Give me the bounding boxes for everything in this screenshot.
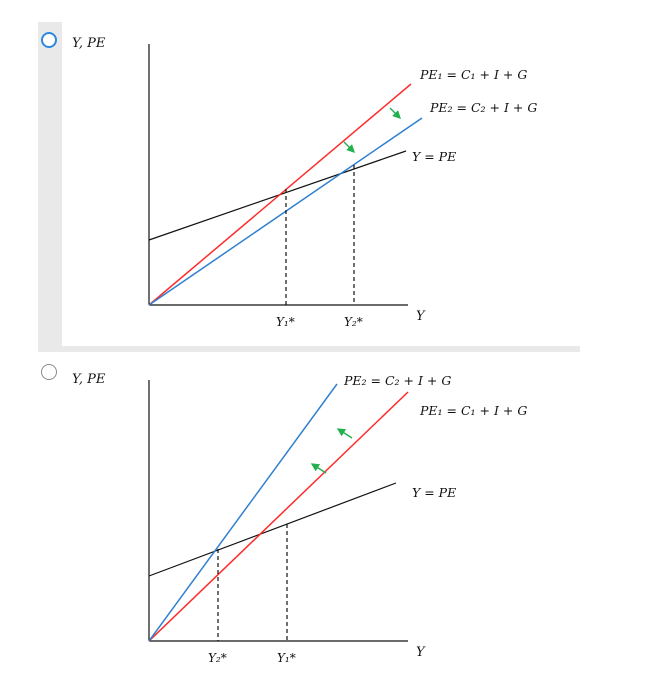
diagram-option-a: Y, PE Y PE₁ = C₁ + I + G PE₂ = C₂ + I + … bbox=[72, 36, 537, 329]
radio-button-option-b[interactable] bbox=[41, 364, 57, 380]
graph-panel-a bbox=[62, 22, 580, 346]
tick-label-y1: Y₁* bbox=[276, 315, 295, 329]
answer-option-a[interactable]: Y, PE Y PE₁ = C₁ + I + G PE₂ = C₂ + I + … bbox=[38, 22, 580, 352]
line-pe1 bbox=[148, 83, 412, 306]
tick-label-y2: Y₂* bbox=[208, 651, 227, 665]
line-y-equals-pe bbox=[148, 150, 407, 241]
x-axis-label: Y bbox=[416, 309, 426, 324]
y-axis-label: Y, PE bbox=[72, 36, 106, 51]
label-pe1: PE₁ = C₁ + I + G bbox=[419, 403, 527, 418]
shift-arrow-icon bbox=[343, 141, 355, 153]
tick-label-y1: Y₁* bbox=[277, 651, 296, 665]
line-pe2 bbox=[148, 383, 338, 642]
graph-panel-b bbox=[62, 358, 580, 688]
shift-arrow-icon bbox=[310, 463, 327, 474]
line-pe1 bbox=[148, 391, 409, 642]
y-axis-label: Y, PE bbox=[72, 372, 106, 387]
x-axis-label: Y bbox=[416, 645, 426, 660]
label-y-equals-pe: Y = PE bbox=[412, 149, 456, 164]
label-pe2: PE₂ = C₂ + I + G bbox=[343, 373, 451, 388]
label-pe2: PE₂ = C₂ + I + G bbox=[429, 100, 537, 115]
shift-arrow-icon bbox=[389, 107, 401, 119]
answer-option-b[interactable]: Y, PE Y PE₂ = C₂ + I + G PE₁ = C₁ + I + … bbox=[38, 358, 580, 688]
line-y-equals-pe bbox=[148, 482, 397, 577]
shift-arrow-icon bbox=[336, 428, 353, 439]
label-y-equals-pe: Y = PE bbox=[412, 485, 456, 500]
radio-button-option-a[interactable] bbox=[41, 32, 57, 48]
tick-label-y2: Y₂* bbox=[344, 315, 363, 329]
diagram-option-b: Y, PE Y PE₂ = C₂ + I + G PE₁ = C₁ + I + … bbox=[72, 372, 527, 665]
label-pe1: PE₁ = C₁ + I + G bbox=[419, 67, 527, 82]
